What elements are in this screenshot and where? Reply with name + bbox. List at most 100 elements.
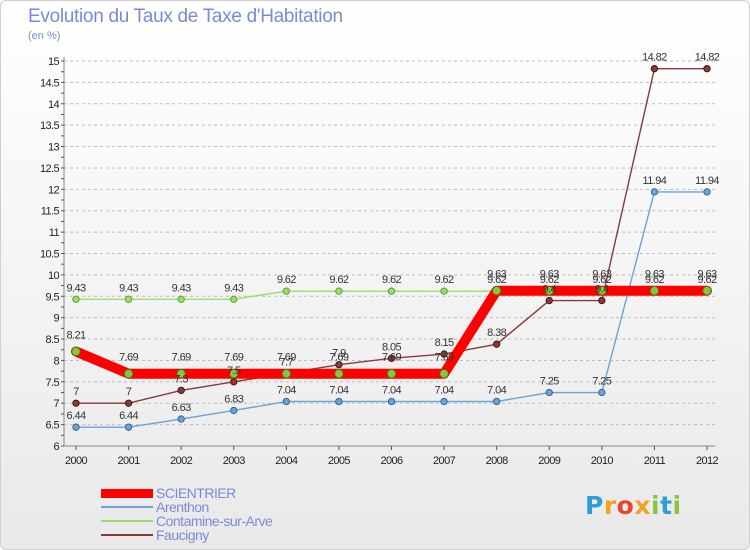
series-point (440, 287, 448, 295)
logo-letter: P (585, 491, 604, 520)
data-label: 9.63 (487, 269, 506, 281)
series-point (597, 286, 607, 296)
x-tick-label: 2003 (223, 455, 246, 467)
x-tick-label: 2004 (275, 455, 298, 467)
y-tick-label: 10 (48, 270, 60, 282)
data-label: 7.69 (277, 352, 296, 364)
logo-letter: i (651, 491, 661, 520)
data-label: 7.69 (382, 352, 401, 364)
x-tick-label: 2009 (538, 455, 561, 467)
y-tick-label: 7.5 (46, 377, 60, 389)
x-tick-label: 2010 (591, 455, 614, 467)
legend-swatch (101, 506, 153, 508)
series-point (229, 369, 239, 379)
x-tick-label: 2008 (486, 455, 509, 467)
legend-swatch (101, 488, 153, 498)
series-point (387, 397, 396, 406)
series-point (545, 296, 553, 305)
y-tick-label: 14.5 (40, 77, 59, 89)
data-label: 7.04 (382, 385, 401, 397)
series-point (230, 295, 238, 303)
data-label: 6.44 (66, 410, 85, 422)
data-label: 9.62 (435, 274, 454, 286)
data-label: 9.62 (697, 274, 716, 286)
data-label: 9.62 (540, 274, 559, 286)
series-point (387, 354, 396, 362)
data-label: 7.69 (329, 352, 348, 364)
series-point (387, 287, 396, 295)
data-label: 14.82 (642, 52, 667, 64)
data-label: 6.83 (224, 393, 243, 405)
series-point (230, 406, 238, 415)
data-label: 7.5 (227, 365, 241, 377)
series-point (335, 361, 343, 369)
data-label: 7.04 (329, 385, 348, 397)
series-point (335, 287, 343, 295)
series-point (123, 369, 134, 379)
legend-label: Faucigny (156, 527, 209, 543)
logo-letter: t (660, 491, 673, 520)
data-label: 11.94 (695, 175, 719, 187)
chart-title: Evolution du Taux de Taxe d'Habitation (28, 6, 343, 27)
series-point (440, 350, 448, 358)
series-point (650, 65, 659, 73)
logo-letter: r (603, 491, 617, 520)
data-label: 8.21 (66, 329, 85, 341)
data-label: 9.62 (487, 274, 506, 286)
series-point (439, 369, 449, 379)
series-point (72, 423, 80, 431)
y-tick-label: 12.5 (40, 163, 59, 175)
data-label: 7.69 (119, 352, 138, 364)
series-point (124, 423, 133, 431)
data-label: 7 (73, 386, 79, 398)
x-tick-label: 2005 (328, 455, 351, 467)
y-tick-label: 6 (53, 441, 59, 453)
series-point (281, 369, 291, 379)
series-point (702, 286, 712, 296)
series-point (177, 415, 185, 423)
data-label: 9.62 (277, 274, 296, 286)
data-label: 7.25 (540, 376, 559, 388)
y-tick-label: 13.5 (40, 120, 59, 132)
data-label: 7.69 (224, 352, 243, 364)
data-label: 9.4 (595, 284, 609, 296)
data-label: 8.15 (435, 337, 454, 349)
y-tick-label: 12 (48, 184, 60, 196)
series-point (124, 295, 133, 303)
data-label: 6.63 (172, 402, 191, 414)
x-tick-label: 2007 (433, 455, 456, 467)
data-label: 9.62 (645, 274, 664, 286)
series-point (177, 386, 185, 395)
series-point (544, 286, 554, 296)
series-point (282, 287, 290, 295)
y-tick-label: 8.5 (46, 334, 60, 346)
x-tick-label: 2006 (380, 455, 403, 467)
series-point (72, 399, 80, 407)
data-label: 7.3 (174, 373, 188, 385)
legend-label: Contamine-sur-Arve (156, 513, 273, 529)
series-point (545, 388, 553, 397)
data-label: 9.63 (592, 269, 611, 281)
logo-letter: i (672, 491, 682, 520)
x-tick-label: 2002 (170, 455, 193, 467)
series-point (493, 397, 501, 406)
legend-label: Arenthon (156, 499, 209, 515)
y-tick-label: 9.5 (46, 291, 60, 303)
series-point (703, 188, 711, 196)
y-tick-label: 13 (48, 142, 60, 154)
x-tick-label: 2012 (696, 455, 719, 467)
series-point (598, 388, 606, 397)
data-label: 7.69 (435, 352, 454, 364)
data-label: 9.62 (329, 274, 348, 286)
data-label: 7 (126, 386, 132, 398)
data-label: 9.63 (697, 269, 716, 281)
data-label: 9.62 (592, 274, 611, 286)
y-tick-label: 11.5 (41, 206, 60, 218)
data-label: 7.9 (332, 348, 346, 360)
y-tick-label: 14 (48, 99, 60, 111)
series-point (177, 295, 185, 303)
data-label: 9.43 (119, 282, 138, 294)
series-point (282, 397, 290, 406)
